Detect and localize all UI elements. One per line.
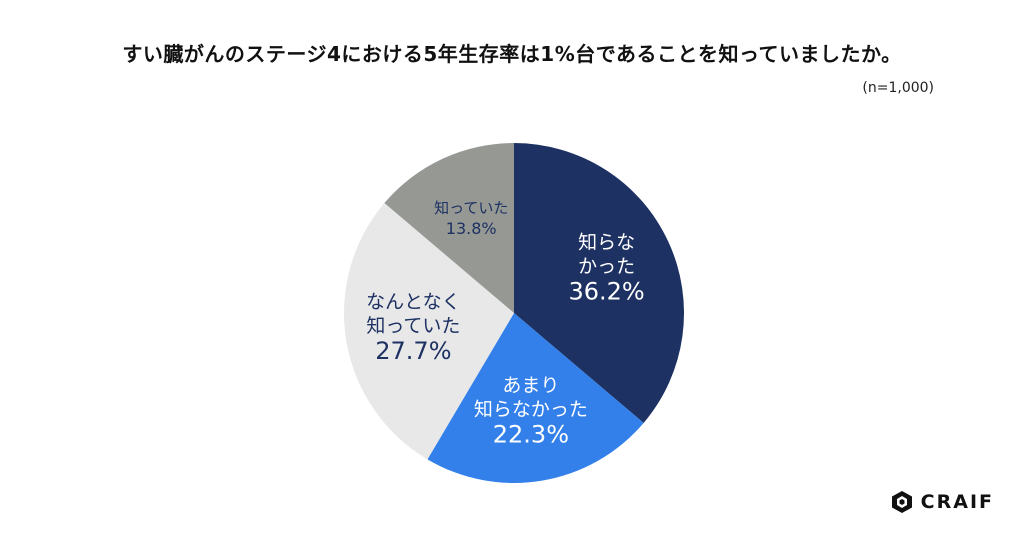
slice-label-1-line-0: あまり bbox=[502, 375, 559, 397]
slice-value-2: 27.7% bbox=[375, 337, 451, 365]
chart-title: すい臓がんのステージ4における5年生存率は1%台であることを知っていましたか。 bbox=[122, 42, 902, 66]
slice-value-0: 36.2% bbox=[568, 277, 644, 305]
slice-value-3: 13.8% bbox=[446, 219, 497, 238]
slice-label-2-line-1: 知っていた bbox=[366, 315, 460, 337]
slice-label-0-line-1: かった bbox=[578, 255, 635, 277]
craif-hexagon-icon bbox=[891, 491, 912, 513]
slice-label-1-line-1: 知らなかった bbox=[474, 399, 588, 421]
pie-slice-0 bbox=[514, 143, 685, 423]
pie-slice-3 bbox=[384, 143, 514, 313]
slice-value-1: 22.3% bbox=[493, 421, 569, 449]
slice-label-2-line-0: なんとなく bbox=[366, 291, 460, 313]
pie-slice-2 bbox=[343, 203, 514, 460]
brand-logo: CRAIF bbox=[891, 490, 994, 514]
pie-slice-1 bbox=[427, 313, 644, 484]
slice-label-3-line-0: 知っていた bbox=[434, 199, 508, 217]
sample-size: (n=1,000) bbox=[862, 80, 934, 96]
brand-name: CRAIF bbox=[920, 491, 994, 513]
slice-label-0-line-0: 知らな bbox=[578, 231, 635, 253]
